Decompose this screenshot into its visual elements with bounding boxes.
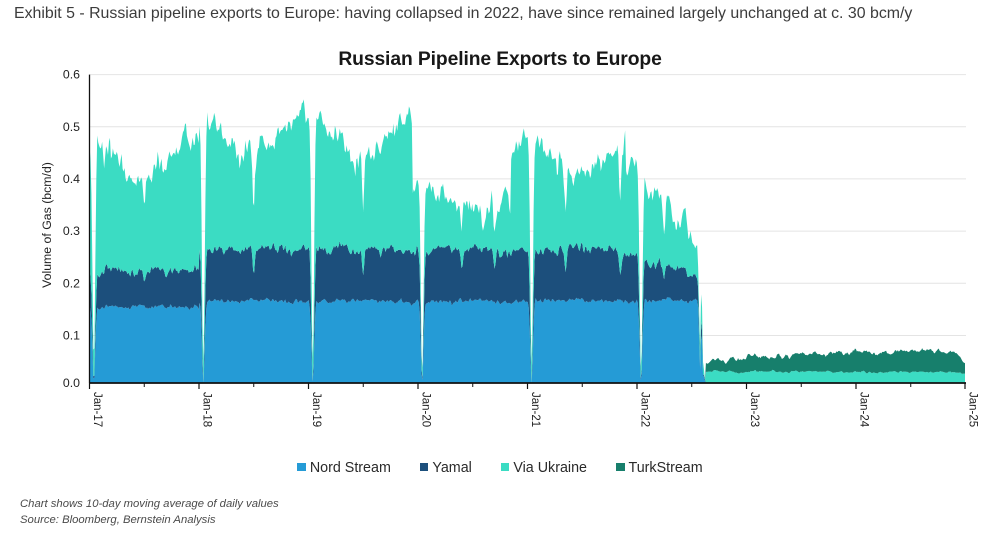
svg-text:Jan-20: Jan-20 bbox=[420, 392, 432, 427]
svg-text:Jan-24: Jan-24 bbox=[858, 392, 870, 428]
svg-text:Jan-23: Jan-23 bbox=[748, 392, 760, 427]
svg-text:Jan-21: Jan-21 bbox=[529, 392, 541, 427]
svg-text:Jan-18: Jan-18 bbox=[201, 392, 213, 427]
svg-text:0.6: 0.6 bbox=[63, 68, 80, 82]
svg-text:0.1: 0.1 bbox=[63, 329, 80, 343]
svg-text:0.2: 0.2 bbox=[63, 276, 80, 290]
svg-text:Jan-19: Jan-19 bbox=[310, 392, 322, 427]
svg-text:0.3: 0.3 bbox=[63, 224, 80, 238]
svg-text:Jan-22: Jan-22 bbox=[639, 392, 651, 427]
svg-text:0.0: 0.0 bbox=[63, 376, 80, 390]
svg-text:Jan-25: Jan-25 bbox=[967, 392, 979, 427]
svg-text:Jan-17: Jan-17 bbox=[91, 392, 103, 427]
svg-text:0.5: 0.5 bbox=[63, 120, 80, 134]
svg-text:0.4: 0.4 bbox=[63, 172, 80, 186]
